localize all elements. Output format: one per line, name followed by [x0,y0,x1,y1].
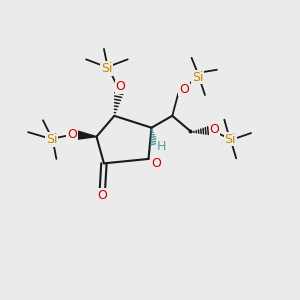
Text: Si: Si [192,71,203,84]
Text: O: O [115,80,125,94]
Text: H: H [156,140,166,153]
Text: O: O [151,157,161,170]
Text: O: O [210,123,219,136]
Text: Si: Si [101,62,113,75]
Text: Si: Si [224,133,236,146]
Text: O: O [98,189,107,202]
Text: O: O [179,82,189,96]
Text: O: O [67,128,77,141]
Polygon shape [77,131,97,139]
Text: Si: Si [46,133,58,146]
